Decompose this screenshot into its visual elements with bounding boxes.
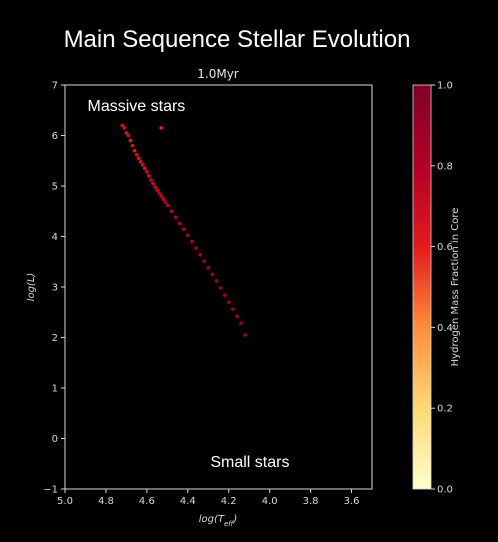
colorbar-ticks: 0.0 0.2 0.4 0.6 0.8 1.0 <box>431 81 453 496</box>
scatter-point <box>230 307 235 312</box>
y-tick-label: 3 <box>52 283 58 294</box>
scatter-point <box>222 293 227 297</box>
colorbar-tick-label: 0.6 <box>437 242 453 253</box>
x-tick-label: 4.6 <box>139 496 155 507</box>
scatter-point <box>177 221 182 226</box>
scatter-point <box>210 272 215 277</box>
scatter-point <box>159 194 164 199</box>
y-tick-label: 2 <box>52 333 58 344</box>
colorbar-tick-label: 0.0 <box>437 485 453 496</box>
y-axis-label: log(L) <box>26 273 37 302</box>
y-axis-ticks: −1 0 1 2 3 4 5 6 7 <box>43 81 65 496</box>
colorbar-tick-label: 0.2 <box>437 404 453 415</box>
scatter-point <box>173 215 178 220</box>
x-tick-label: 4.4 <box>180 496 196 507</box>
scatter-point <box>198 252 202 257</box>
scatter-point <box>165 203 170 208</box>
x-tick-label: 4.8 <box>98 496 114 507</box>
scatter-point <box>126 133 131 138</box>
y-tick-label: 0 <box>52 434 58 445</box>
scatter-points <box>120 123 248 337</box>
chart-title: Main Sequence Stellar Evolution <box>63 26 411 53</box>
scatter-point <box>206 265 211 270</box>
colorbar <box>412 84 432 490</box>
x-tick-label: 4.0 <box>262 496 278 507</box>
x-axis-label: log(Teff) <box>199 514 238 528</box>
y-tick-label: 1 <box>52 384 58 395</box>
scatter-point <box>243 333 248 337</box>
scatter-point <box>136 156 141 161</box>
colorbar-tick-label: 1.0 <box>437 81 453 92</box>
x-tick-label: 3.6 <box>344 496 360 507</box>
x-axis-label-subscript: eff <box>224 520 234 528</box>
annotation-label: Small stars <box>210 454 289 471</box>
colorbar-label: Hydrogen Mass Fraction in Core <box>450 208 461 367</box>
scatter-point <box>163 200 168 205</box>
scatter-point <box>128 138 133 143</box>
x-tick-label: 4.2 <box>221 496 237 507</box>
scatter-point <box>144 169 149 174</box>
scatter-point <box>130 143 135 148</box>
scatter-point <box>239 321 243 326</box>
scatter-point <box>235 314 239 319</box>
scatter-point <box>155 188 160 192</box>
scatter-point <box>157 191 162 195</box>
scatter-point <box>169 209 174 214</box>
scatter-point <box>202 259 207 264</box>
annotations: Massive stars Small stars <box>88 98 290 471</box>
scatter-point <box>194 246 198 251</box>
chart-subtitle: 1.0Myr <box>197 67 239 81</box>
annotation-label: Massive stars <box>88 98 186 115</box>
scatter-point <box>185 233 190 238</box>
scatter-point <box>181 227 186 232</box>
scatter-point <box>134 152 139 157</box>
scatter-point <box>147 174 151 178</box>
scatter-point <box>218 286 223 290</box>
y-tick-label: 7 <box>52 81 58 92</box>
y-tick-label: −1 <box>43 485 58 496</box>
scatter-point <box>140 162 145 167</box>
x-tick-label: 5.0 <box>57 496 73 507</box>
scatter-point <box>214 279 219 283</box>
scatter-point <box>151 181 155 186</box>
colorbar-tick-label: 0.8 <box>437 161 453 172</box>
scatter-point <box>161 197 166 202</box>
scatter-point <box>132 148 137 153</box>
y-tick-label: 5 <box>52 182 58 193</box>
x-tick-label: 3.8 <box>303 496 319 507</box>
y-tick-label: 4 <box>52 232 58 243</box>
x-axis-ticks: 5.0 4.8 4.6 4.4 4.2 4.0 3.8 3.6 <box>57 489 359 507</box>
scatter-point <box>159 126 164 130</box>
scatter-point <box>153 185 157 189</box>
scatter-point <box>122 126 127 130</box>
y-tick-label: 6 <box>52 131 58 142</box>
scatter-point <box>226 300 231 305</box>
scatter-point <box>138 159 143 164</box>
scatter-point <box>142 166 147 171</box>
colorbar-tick-label: 0.4 <box>437 323 453 334</box>
scatter-point <box>124 131 129 135</box>
scatter-point <box>149 178 153 182</box>
plot-frame <box>64 84 373 490</box>
scatter-point <box>189 239 194 244</box>
scatter-point <box>120 123 125 128</box>
